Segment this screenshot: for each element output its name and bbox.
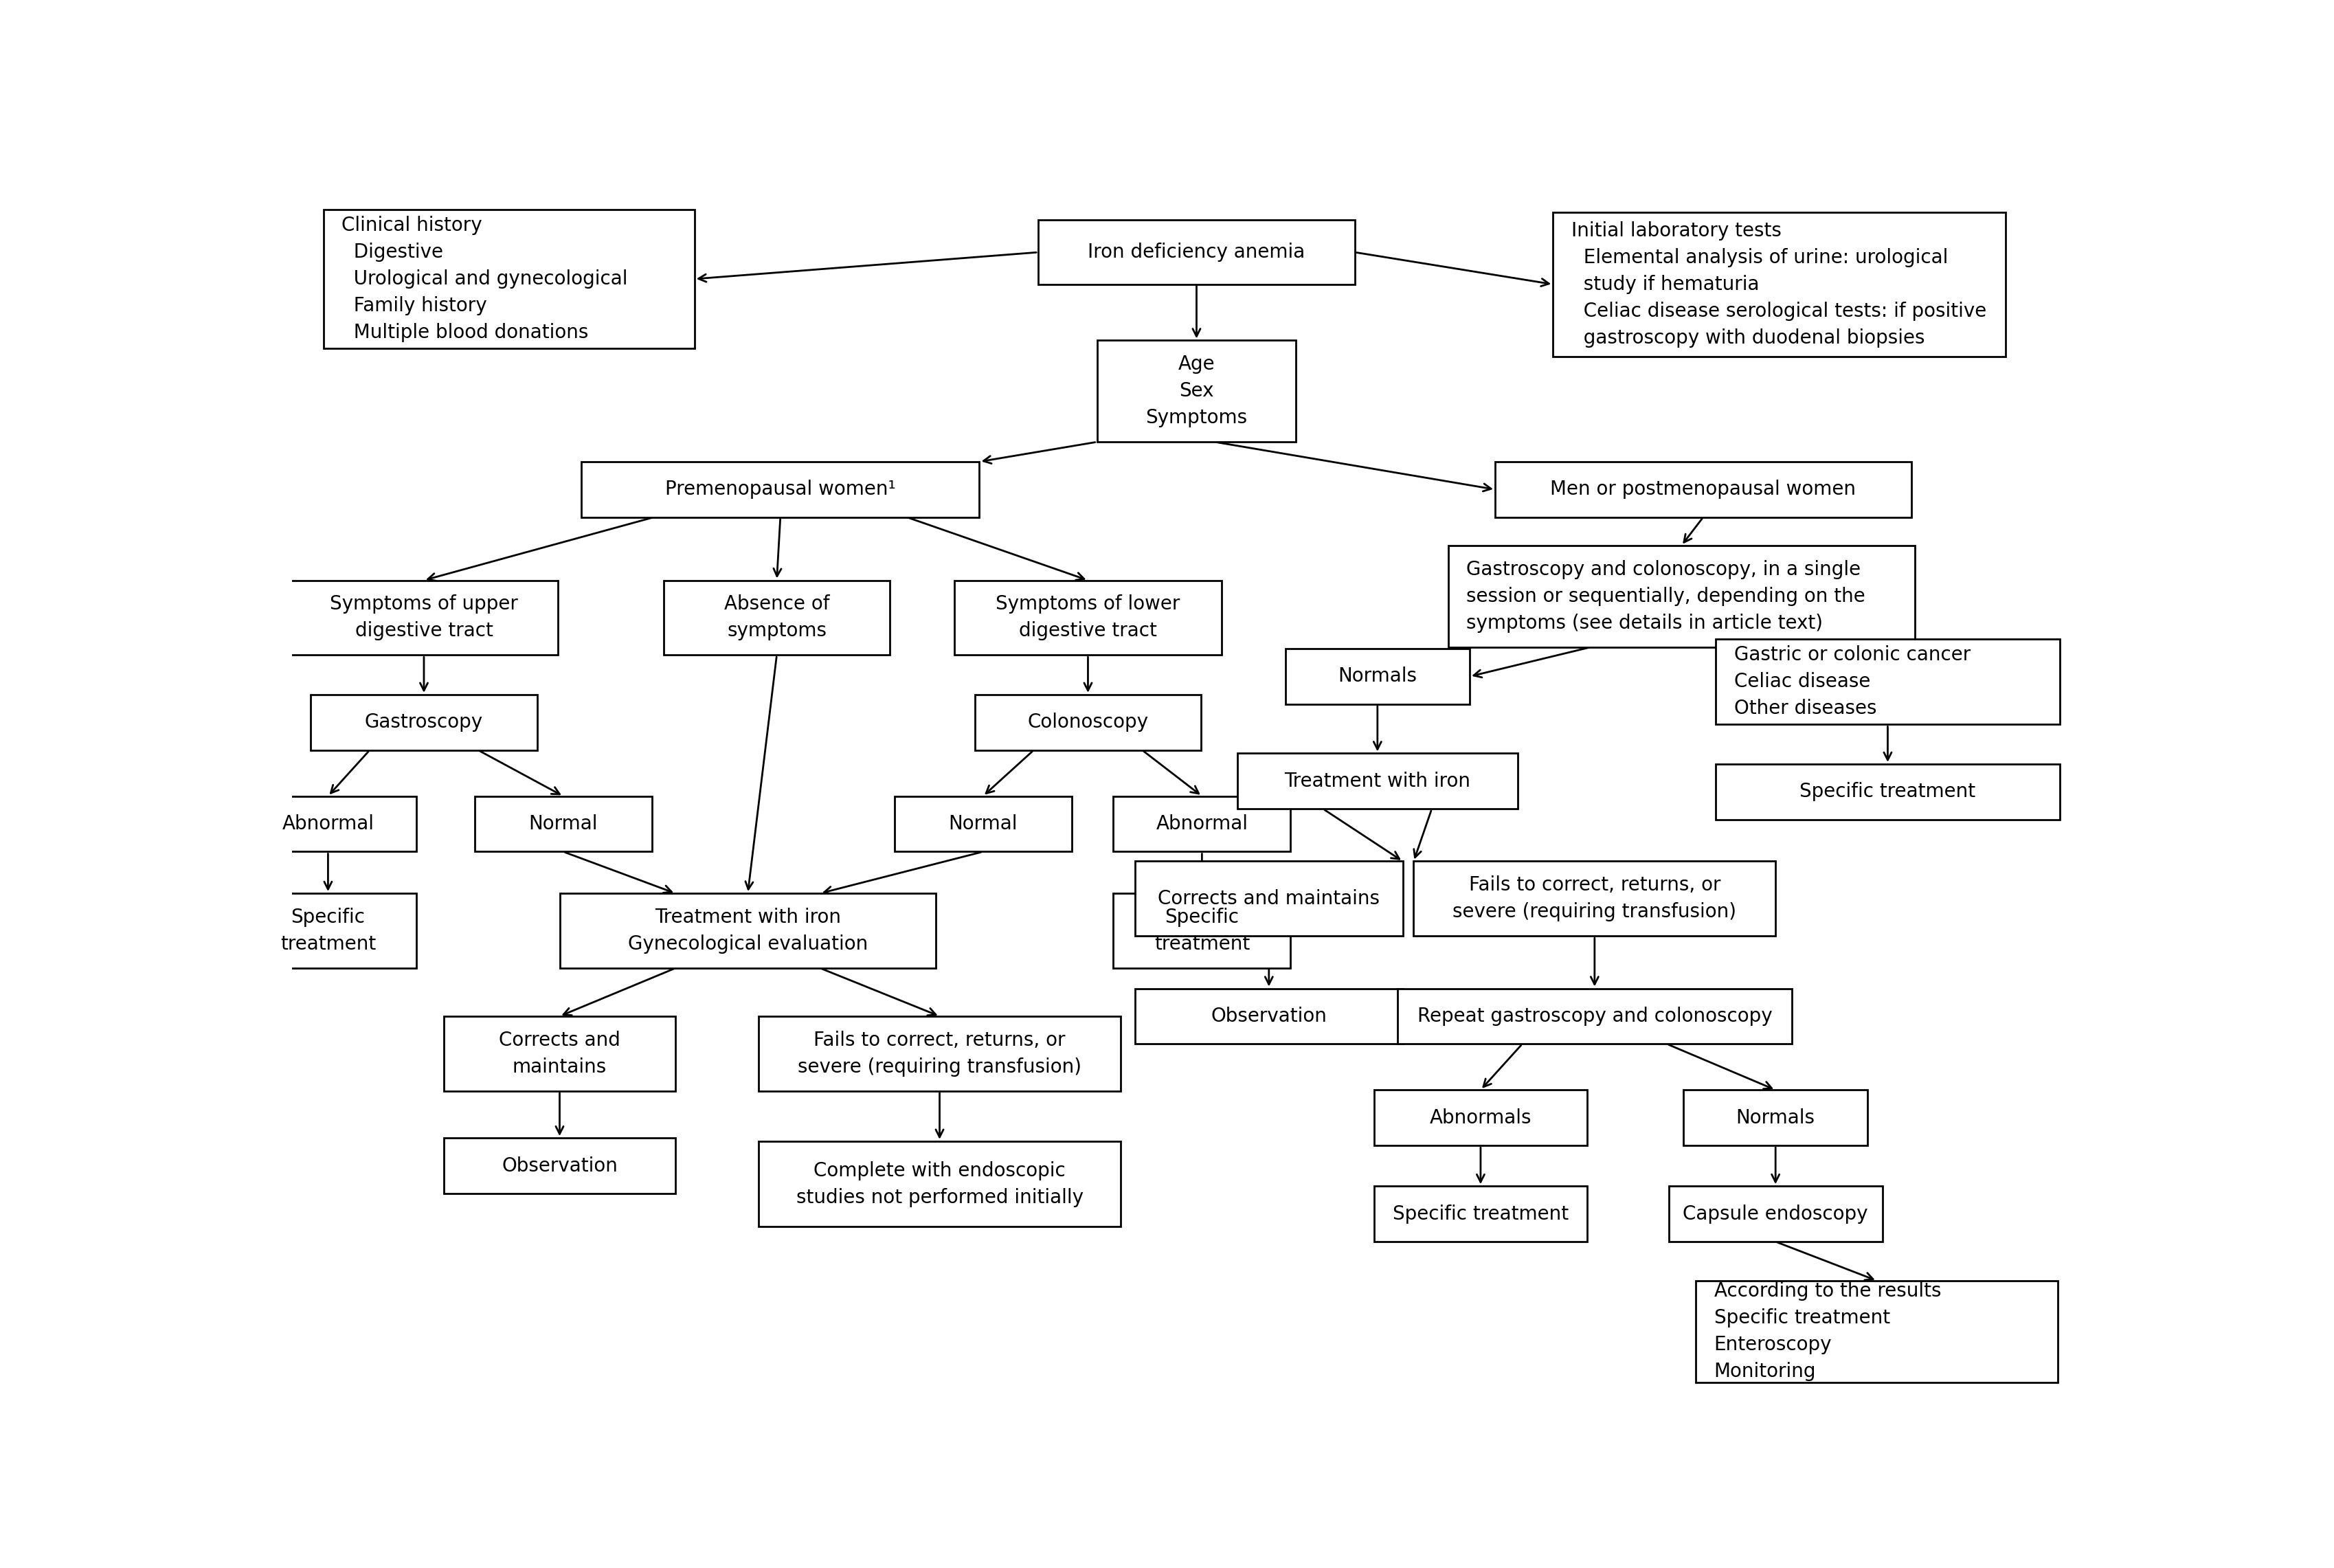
Text: Normals: Normals (1337, 666, 1417, 687)
FancyBboxPatch shape (1134, 861, 1403, 936)
FancyBboxPatch shape (759, 1142, 1120, 1226)
FancyBboxPatch shape (560, 894, 936, 967)
Text: Repeat gastroscopy and colonoscopy: Repeat gastroscopy and colonoscopy (1417, 1007, 1772, 1025)
Text: Absence of
symptoms: Absence of symptoms (724, 594, 829, 641)
Text: Normal: Normal (948, 814, 1018, 834)
Text: Gastroscopy and colonoscopy, in a single
session or sequentially, depending on t: Gastroscopy and colonoscopy, in a single… (1466, 560, 1865, 633)
FancyBboxPatch shape (1694, 1281, 2056, 1381)
Text: Men or postmenopausal women: Men or postmenopausal women (1550, 480, 1856, 499)
Text: Abnormal: Abnormal (1155, 814, 1249, 834)
FancyBboxPatch shape (310, 695, 537, 750)
FancyBboxPatch shape (1412, 861, 1776, 936)
FancyBboxPatch shape (1113, 894, 1291, 967)
Text: Symptoms of lower
digestive tract: Symptoms of lower digestive tract (997, 594, 1179, 641)
FancyBboxPatch shape (976, 695, 1200, 750)
Text: Corrects and maintains: Corrects and maintains (1158, 889, 1379, 908)
Text: Treatment with iron
Gynecological evaluation: Treatment with iron Gynecological evalua… (628, 908, 868, 953)
FancyBboxPatch shape (1494, 461, 1912, 517)
Text: Observation: Observation (502, 1156, 619, 1176)
Text: Treatment with iron: Treatment with iron (1284, 771, 1470, 790)
FancyBboxPatch shape (1134, 988, 1403, 1044)
FancyBboxPatch shape (759, 1016, 1120, 1091)
Text: Fails to correct, returns, or
severe (requiring transfusion): Fails to correct, returns, or severe (re… (1452, 875, 1736, 922)
FancyBboxPatch shape (1398, 988, 1790, 1044)
Text: Colonoscopy: Colonoscopy (1027, 713, 1148, 732)
FancyBboxPatch shape (324, 210, 693, 348)
Text: Observation: Observation (1211, 1007, 1326, 1025)
FancyBboxPatch shape (1372, 1185, 1587, 1242)
FancyBboxPatch shape (1237, 753, 1517, 809)
FancyBboxPatch shape (240, 797, 415, 851)
Text: Specific treatment: Specific treatment (1391, 1204, 1568, 1223)
Text: Specific
treatment: Specific treatment (280, 908, 376, 953)
FancyBboxPatch shape (240, 894, 415, 967)
FancyBboxPatch shape (894, 797, 1071, 851)
Text: Premenopausal women¹: Premenopausal women¹ (665, 480, 896, 499)
FancyBboxPatch shape (1284, 649, 1470, 704)
FancyBboxPatch shape (443, 1016, 675, 1091)
Text: Iron deficiency anemia: Iron deficiency anemia (1088, 243, 1305, 262)
FancyBboxPatch shape (663, 580, 889, 655)
FancyBboxPatch shape (1552, 212, 2005, 356)
Text: Abnormal: Abnormal (282, 814, 373, 834)
FancyBboxPatch shape (1715, 764, 2059, 820)
Text: Specific
treatment: Specific treatment (1153, 908, 1249, 953)
Text: Abnormals: Abnormals (1428, 1109, 1531, 1127)
FancyBboxPatch shape (289, 580, 558, 655)
FancyBboxPatch shape (474, 797, 651, 851)
FancyBboxPatch shape (1039, 220, 1354, 284)
Text: Capsule endoscopy: Capsule endoscopy (1683, 1204, 1867, 1223)
FancyBboxPatch shape (581, 461, 980, 517)
Text: Fails to correct, returns, or
severe (requiring transfusion): Fails to correct, returns, or severe (re… (798, 1030, 1081, 1077)
Text: Initial laboratory tests
  Elemental analysis of urine: urological
  study if he: Initial laboratory tests Elemental analy… (1571, 221, 1986, 348)
Text: Age
Sex
Symptoms: Age Sex Symptoms (1146, 354, 1246, 428)
Text: Specific treatment: Specific treatment (1800, 782, 1975, 801)
FancyBboxPatch shape (1113, 797, 1291, 851)
FancyBboxPatch shape (1683, 1090, 1867, 1146)
FancyBboxPatch shape (955, 580, 1221, 655)
FancyBboxPatch shape (1447, 546, 1914, 648)
FancyBboxPatch shape (1372, 1090, 1587, 1146)
FancyBboxPatch shape (1669, 1185, 1881, 1242)
Text: Normal: Normal (527, 814, 598, 834)
FancyBboxPatch shape (1715, 640, 2059, 724)
Text: According to the results
Specific treatment
Enteroscopy
Monitoring: According to the results Specific treatm… (1713, 1281, 1940, 1381)
FancyBboxPatch shape (1097, 340, 1295, 442)
Text: Complete with endoscopic
studies not performed initially: Complete with endoscopic studies not per… (796, 1160, 1083, 1207)
Text: Gastroscopy: Gastroscopy (364, 713, 483, 732)
Text: Corrects and
maintains: Corrects and maintains (499, 1030, 621, 1077)
Text: Clinical history
  Digestive
  Urological and gynecological
  Family history
  M: Clinical history Digestive Urological an… (341, 216, 628, 342)
Text: Normals: Normals (1736, 1109, 1814, 1127)
FancyBboxPatch shape (443, 1138, 675, 1193)
Text: Symptoms of upper
digestive tract: Symptoms of upper digestive tract (329, 594, 518, 641)
Text: Gastric or colonic cancer
Celiac disease
Other diseases: Gastric or colonic cancer Celiac disease… (1734, 646, 1970, 718)
